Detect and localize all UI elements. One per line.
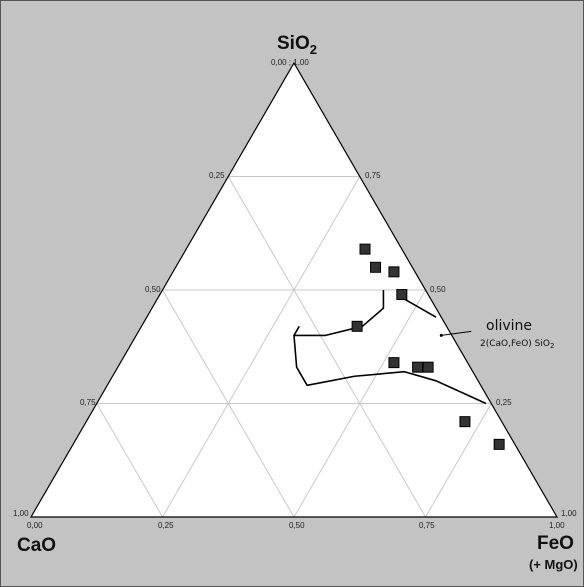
apex-label-top: SiO2	[277, 33, 317, 57]
data-point-6	[388, 357, 400, 369]
right-edge-tick-1: 0,75	[365, 171, 381, 180]
right-edge-tick-2: 0,50	[430, 285, 446, 294]
data-point-8	[422, 361, 434, 373]
data-point-10	[493, 438, 505, 450]
data-point-1	[359, 243, 371, 255]
left-edge-tick-1: 0,25	[209, 171, 225, 180]
bottom-edge-tick-4: 1,00	[549, 521, 565, 530]
triangle-outline	[29, 61, 559, 518]
bottom-edge-tick-0: 0,00	[27, 521, 43, 530]
apex-label-left: CaO	[17, 535, 57, 556]
olivine-formula-main: 2(CaO,FeO) SiO	[480, 339, 550, 349]
olivine-pointer-dot	[439, 333, 443, 337]
grid-line-feo-1	[162, 176, 361, 518]
olivine-pointer-line	[441, 330, 472, 336]
grid-line-feo-2	[293, 289, 426, 518]
bottom-edge-tick-1: 0,25	[158, 521, 174, 530]
apex-label-right-line2: (+ MgO)	[529, 557, 578, 572]
left-edge-tick-2: 0,50	[145, 285, 161, 294]
apex-label-right-line1: FeO	[537, 533, 574, 554]
right-edge-tick-3: 0,25	[496, 398, 512, 407]
field-boundary-2	[293, 335, 487, 405]
apex-value-left: 1,00	[13, 509, 29, 518]
data-point-3	[388, 266, 400, 278]
olivine-label: olivine	[486, 318, 533, 334]
bottom-edge-tick-3: 0,75	[419, 521, 435, 530]
data-point-4	[396, 289, 408, 301]
data-point-2	[370, 261, 382, 273]
grid-line-feo-3	[425, 403, 492, 518]
olivine-formula: 2(CaO,FeO) SiO2	[480, 339, 554, 350]
data-point-7	[412, 361, 424, 373]
data-point-5	[351, 320, 363, 332]
data-point-9	[459, 416, 471, 428]
grid-line-cao-1	[227, 176, 426, 518]
left-edge-tick-3: 0,75	[80, 398, 96, 407]
olivine-formula-sub: 2	[549, 342, 555, 350]
bottom-edge-tick-2: 0,50	[289, 521, 305, 530]
field-boundary-1	[293, 290, 385, 337]
grid-line-cao-3	[96, 403, 163, 518]
apex-label-top-sub: 2	[309, 42, 317, 57]
grid-line-cao-2	[162, 289, 295, 518]
apex-value-top: 0,00 ; 1,00	[271, 58, 309, 67]
apex-value-right: 1,00	[561, 509, 577, 518]
apex-label-top-main: SiO	[277, 33, 310, 54]
